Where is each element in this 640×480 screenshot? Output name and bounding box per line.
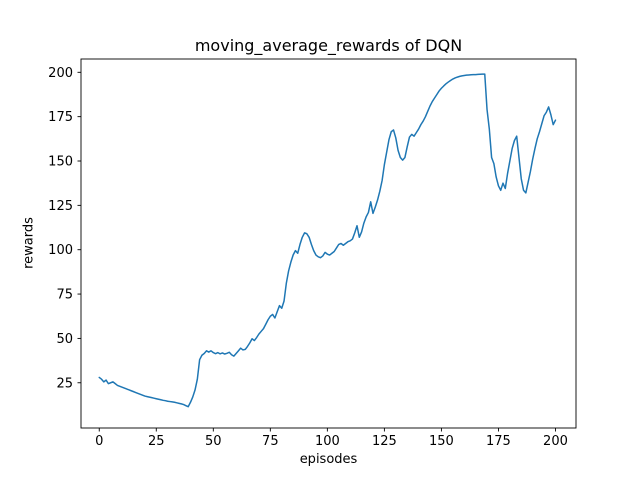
x-tick-label: 125 <box>372 434 397 449</box>
x-tick-label: 50 <box>205 434 222 449</box>
y-tick-label: 150 <box>48 155 73 170</box>
line-series <box>98 73 557 408</box>
x-tick-label: 25 <box>148 434 165 449</box>
y-tick-label: 75 <box>56 288 73 303</box>
x-tick-label: 150 <box>429 434 454 449</box>
x-axis-label: episodes <box>299 452 358 467</box>
y-axis-label: rewards <box>21 217 37 269</box>
x-tick-label: 175 <box>486 434 511 449</box>
axes-spines <box>80 58 577 429</box>
x-tick-label: 75 <box>262 434 279 449</box>
y-tick-label: 125 <box>48 199 73 214</box>
x-tick-label: 100 <box>315 434 340 449</box>
x-tick-label: 200 <box>543 434 568 449</box>
y-tick-label: 50 <box>56 332 73 347</box>
x-tick-label: 0 <box>95 434 103 449</box>
y-tick-label: 100 <box>48 243 73 258</box>
y-tick-label: 175 <box>48 110 73 125</box>
y-tick-label: 200 <box>48 66 73 81</box>
chart-title: moving_average_rewards of DQN <box>194 36 463 55</box>
y-tick-label: 25 <box>56 376 73 391</box>
